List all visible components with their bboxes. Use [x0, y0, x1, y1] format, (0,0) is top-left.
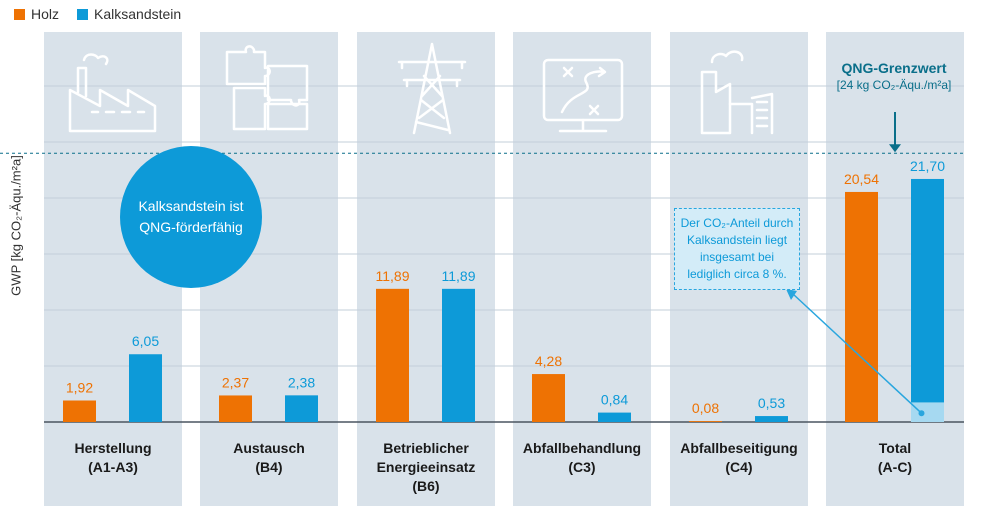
- value-label: 2,38: [288, 374, 315, 390]
- category-label: (C4): [725, 459, 752, 475]
- annotation-arrow-head: [786, 289, 797, 300]
- annotation-anchor-dot: [918, 410, 925, 417]
- bar-holz: [845, 191, 878, 422]
- threshold-arrow-head: [889, 144, 901, 153]
- bar-holz: [219, 395, 252, 422]
- puzzle-icon: [225, 45, 309, 131]
- category-label: Herstellung: [74, 440, 151, 456]
- bar-holz: [532, 374, 565, 422]
- bar-kalksandstein: [129, 354, 162, 422]
- strategy-board-icon: [542, 58, 624, 133]
- category-label: Total: [879, 440, 911, 456]
- bar-kalksandstein: [285, 395, 318, 422]
- legend: Holz Kalksandstein: [14, 6, 193, 22]
- value-label: 11,89: [376, 268, 410, 284]
- value-label: 0,84: [601, 392, 628, 408]
- qng-eligible-bubble: Kalksandstein ist QNG-förderfähig: [120, 146, 262, 288]
- category-panel: [513, 32, 651, 506]
- category-label: Energieeinsatz: [377, 459, 476, 475]
- bar-holz: [689, 421, 722, 422]
- annotation-connector: [792, 293, 923, 414]
- value-label: 2,37: [222, 374, 249, 390]
- category-label: Abfallbeseitigung: [680, 440, 797, 456]
- bar-kalksandstein: [755, 416, 788, 422]
- bar-kalksandstein: [911, 178, 944, 422]
- bar-holz: [63, 400, 96, 422]
- category-label: Betrieblicher: [383, 440, 469, 456]
- y-axis-label: GWP [kg CO₂-Äqu./m²a]: [8, 155, 24, 296]
- value-label: 1,92: [66, 379, 93, 395]
- value-label: 0,08: [692, 400, 719, 416]
- qng-threshold-subtitle: [24 kg CO₂-Äqu./m²a]: [836, 78, 952, 92]
- category-label: (A-C): [878, 459, 912, 475]
- bubble-text: Kalksandstein ist QNG-förderfähig: [138, 198, 244, 235]
- factory-icon: [68, 53, 157, 133]
- category-label: Abfallbehandlung: [523, 440, 641, 456]
- value-label: 0,53: [758, 395, 785, 411]
- category-label: (C3): [568, 459, 595, 475]
- category-label: Austausch: [233, 440, 305, 456]
- value-label: 6,05: [132, 333, 159, 349]
- bar-holz: [376, 288, 409, 422]
- power-pylon-icon: [397, 42, 467, 135]
- kalksandstein-share-highlight: [911, 402, 944, 422]
- category-label: (A1-A3): [88, 459, 138, 475]
- value-label: 20,54: [844, 171, 879, 187]
- power-plant-icon: [700, 50, 774, 135]
- value-label: 4,28: [535, 353, 562, 369]
- qng-threshold-title: QNG-Grenzwert: [841, 60, 947, 76]
- legend-swatch-holz: [14, 8, 25, 20]
- legend-label-holz: Holz: [31, 6, 60, 22]
- legend-swatch-kalksandstein: [77, 8, 89, 20]
- annotation-note: Der CO₂-Anteil durch Kalksandstein liegt…: [674, 208, 800, 290]
- annotation-text: Der CO₂-Anteil durch Kalksandstein liegt…: [680, 215, 794, 282]
- bar-kalksandstein: [442, 288, 475, 422]
- value-label: 21,70: [910, 158, 945, 174]
- category-label: (B4): [255, 459, 282, 475]
- legend-label-kalksandstein: Kalksandstein: [94, 6, 182, 22]
- category-label: (B6): [412, 478, 439, 494]
- bar-kalksandstein: [598, 412, 631, 422]
- category-panel: [357, 32, 495, 506]
- value-label: 11,89: [442, 268, 476, 284]
